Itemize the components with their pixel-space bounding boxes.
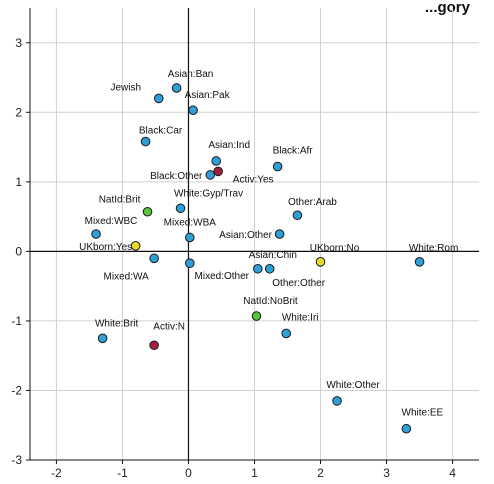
label-black-other: Black:Other <box>150 171 203 182</box>
point-mixed-wba <box>184 232 195 243</box>
label-white-iri: White:Iri <box>282 312 319 323</box>
label-ukborn-yes: UKborn:Yes <box>79 242 132 253</box>
point-labels: Jewish Asian:Ban Asian:Pak Black:Car Asian:I… <box>79 69 458 419</box>
label-activ-n: Activ:N <box>153 321 185 332</box>
point-natid-brit <box>142 206 153 217</box>
y-tick-label: 0 <box>15 244 22 258</box>
point-white-iri <box>281 328 291 339</box>
point-activ-n <box>149 340 159 351</box>
label-other-arab: Other:Arab <box>288 197 337 208</box>
label-asian-ind: Asian:Ind <box>208 140 250 151</box>
label-white-brit: White:Brit <box>95 318 139 329</box>
y-tick-label: -2 <box>11 383 22 397</box>
x-tick-label: 3 <box>383 466 390 480</box>
chart-title: ...gory <box>425 0 471 16</box>
x-tick-label: -2 <box>51 466 62 480</box>
point-jewish <box>153 93 164 104</box>
point-other-other <box>264 263 275 274</box>
x-tick-label: 2 <box>317 466 324 480</box>
point-black-other <box>205 170 216 180</box>
point-black-car <box>140 136 151 147</box>
y-tick-label: 2 <box>15 105 22 119</box>
label-black-car: Black:Car <box>139 126 183 137</box>
label-mixed-other: Mixed:Other <box>195 271 250 282</box>
label-asian-chin: Asian:Chin <box>249 250 297 261</box>
point-white-other <box>332 396 342 406</box>
label-white-rom: White:Rom <box>409 243 458 254</box>
label-asian-other: Asian:Other <box>219 230 272 241</box>
label-mixed-wba: Mixed:WBA <box>164 217 217 228</box>
grid-layer <box>30 8 479 461</box>
y-tick-label: 1 <box>15 175 22 189</box>
point-asian-pak <box>188 105 198 116</box>
x-tick-label: 4 <box>449 466 456 480</box>
label-ukborn-no: UKborn:No <box>310 243 360 254</box>
point-mixed-wa <box>149 253 159 264</box>
y-tick-label: 3 <box>15 36 22 50</box>
label-other-other: Other:Other <box>272 278 325 289</box>
point-white-brit <box>97 333 108 344</box>
point-asian-ban <box>171 83 182 93</box>
point-mixed-wbc <box>91 229 101 239</box>
label-jewish: Jewish <box>110 82 141 93</box>
x-tick-label: -1 <box>117 466 128 480</box>
point-white-rom <box>414 257 425 267</box>
x-tick-label: 0 <box>185 466 192 480</box>
point-ukborn-yes <box>130 241 141 251</box>
label-asian-pak: Asian:Pak <box>185 90 231 101</box>
point-white-gyp-trav <box>175 203 186 214</box>
point-ukborn-no <box>315 257 326 267</box>
label-activ-yes: Activ:Yes <box>233 174 274 185</box>
label-white-gyp-trav: White:Gyp/Trav <box>174 188 243 199</box>
y-tick-label: -1 <box>11 314 22 328</box>
label-white-other: White:Other <box>326 380 380 391</box>
x-tick-label: 1 <box>251 466 258 480</box>
point-white-ee <box>401 423 412 434</box>
tick-labels: -2 -1 0 1 2 3 4 -3 -2 -1 0 1 2 3 <box>11 36 456 480</box>
point-other-arab <box>292 210 303 221</box>
point-asian-other <box>274 229 285 239</box>
label-natid-brit: NatId:Brit <box>99 195 141 206</box>
data-points <box>91 83 425 434</box>
label-white-ee: White:EE <box>402 408 444 419</box>
label-mixed-wbc: Mixed:WBC <box>85 216 138 227</box>
point-black-afr <box>272 161 283 172</box>
label-mixed-wa: Mixed:WA <box>104 271 150 282</box>
label-natid-nobrit: NatId:NoBrit <box>243 296 298 307</box>
point-activ-yes <box>213 166 223 177</box>
point-asian-chin <box>253 263 263 274</box>
y-tick-label: -3 <box>11 453 22 467</box>
point-asian-ind <box>211 156 222 166</box>
point-mixed-other <box>184 258 195 269</box>
label-asian-ban: Asian:Ban <box>168 69 214 80</box>
label-black-afr: Black:Afr <box>273 146 314 157</box>
point-natid-nobrit <box>251 311 262 321</box>
